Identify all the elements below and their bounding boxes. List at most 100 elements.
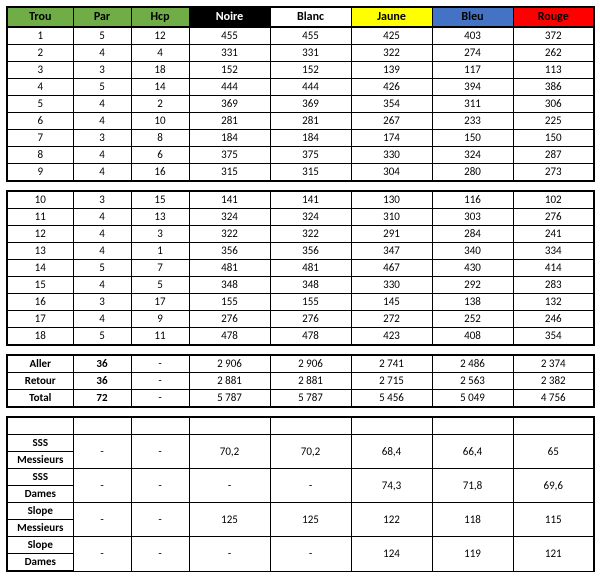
cell: 3 [73,294,131,311]
cell: 7 [7,130,73,147]
cell: 423 [351,328,432,346]
cell: 3 [73,130,131,147]
cell: 2 906 [270,355,351,373]
cell: 5 [73,27,131,45]
cell: 12 [131,27,189,45]
cell: 65 [513,435,594,469]
cell: 17 [131,294,189,311]
cell: 369 [189,96,270,113]
cell: 276 [270,311,351,328]
cell: 15 [7,277,73,294]
cell [7,417,73,435]
cell: 8 [7,147,73,164]
cell: 14 [7,260,73,277]
cell: 18 [7,328,73,346]
cell: 324 [270,209,351,226]
table-row: 1341356356347340334 [7,243,594,260]
table-row: 846375375330324287 [7,147,594,164]
cell: 4 [7,79,73,96]
cell: 2 486 [432,355,513,373]
cell: 5 049 [432,390,513,408]
cell: 262 [513,45,594,62]
cell: 150 [513,130,594,147]
cell: 10 [7,191,73,209]
table-row: 9416315315304280273 [7,164,594,182]
cell: 184 [189,130,270,147]
cell: 8 [131,130,189,147]
cell: 11 [7,209,73,226]
cell: 115 [513,503,594,537]
cell: 310 [351,209,432,226]
cell: 69,6 [513,469,594,503]
cell: 5 787 [270,390,351,408]
cell: 3 [73,191,131,209]
cell: 386 [513,79,594,96]
cell: 3 [7,62,73,79]
cell: 4 [73,45,131,62]
cell: 4 [131,45,189,62]
cell: 152 [270,62,351,79]
cell: 2 906 [189,355,270,373]
cell: 478 [270,328,351,346]
cell [351,417,432,435]
rating-label: Slope [7,537,73,554]
cell: 481 [189,260,270,277]
cell: 5 [73,328,131,346]
cell: Retour [7,373,73,390]
cell: - [131,355,189,373]
cell: 113 [513,62,594,79]
cell: 274 [432,45,513,62]
cell: 141 [270,191,351,209]
cell: 241 [513,226,594,243]
table-row [7,417,594,435]
cell: 233 [432,113,513,130]
cell: 152 [189,62,270,79]
total-row: Retour36-2 8812 8812 7152 5632 382 [7,373,594,390]
cell: 68,4 [351,435,432,469]
cell: 455 [189,27,270,45]
rating-label: SSS [7,469,73,486]
table-row: 6410281281267233225 [7,113,594,130]
cell: 141 [189,191,270,209]
cell: 138 [432,294,513,311]
cell: 4 [73,277,131,294]
cell: 354 [513,328,594,346]
cell: 478 [189,328,270,346]
total-row: Aller36-2 9062 9062 7412 4862 374 [7,355,594,373]
cell: 70,2 [189,435,270,469]
cell: 292 [432,277,513,294]
cell: 334 [513,243,594,260]
cell: 467 [351,260,432,277]
cell: - [131,537,189,572]
cell: 4 [73,243,131,260]
cell: 74,3 [351,469,432,503]
cell: 2 [131,96,189,113]
cell: 17 [7,311,73,328]
header-hcp: Hcp [131,7,189,27]
cell: 13 [131,209,189,226]
cell: 444 [189,79,270,96]
cell: 304 [351,164,432,182]
cell: 4 [73,164,131,182]
cell: 311 [432,96,513,113]
cell: 9 [131,311,189,328]
cell: 2 563 [432,373,513,390]
header-rouge: Rouge [513,7,594,27]
cell: 5 [7,96,73,113]
cell: 306 [513,96,594,113]
cell [270,417,351,435]
table-row: 1512455455425403372 [7,27,594,45]
cell: 5 [73,260,131,277]
cell: 348 [270,277,351,294]
table-row: 18511478478423408354 [7,328,594,346]
cell: 5 456 [351,390,432,408]
cell: 121 [513,537,594,572]
cell: 66,4 [432,435,513,469]
cell: 6 [131,147,189,164]
cell: 444 [270,79,351,96]
header-bleu: Bleu [432,7,513,27]
cell: 403 [432,27,513,45]
rating-row: Slope----124119121 [7,537,594,554]
rating-row: SSS----74,371,869,6 [7,469,594,486]
cell: 132 [513,294,594,311]
